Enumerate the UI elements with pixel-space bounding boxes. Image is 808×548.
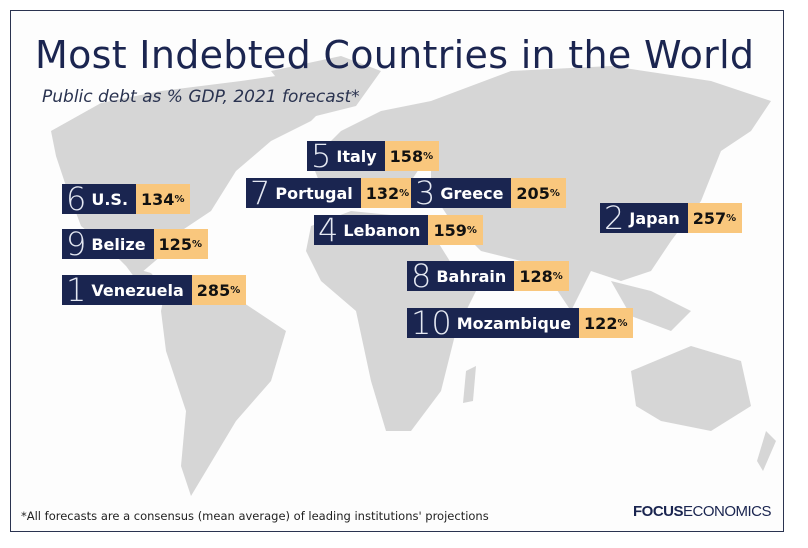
rank: 2 — [604, 199, 625, 237]
country-label-portugal: 7 Portugal 132% — [246, 174, 416, 212]
north-america — [51, 71, 341, 273]
unit: % — [466, 224, 477, 236]
country-name: Mozambique — [456, 313, 572, 333]
madagascar — [463, 366, 476, 403]
country-label-venezuela: 1 Venezuela 285% — [62, 271, 247, 309]
country-name: Belize — [91, 234, 146, 254]
rank: 7 — [250, 174, 271, 212]
south-america — [161, 281, 286, 496]
logo-bold: FOCUS — [632, 503, 684, 520]
debt-value: 134 — [141, 189, 175, 209]
country-label-belize: 9 Belize 125% — [62, 225, 208, 263]
unit: % — [230, 284, 241, 296]
australia — [631, 346, 751, 431]
country-name: Bahrain — [436, 266, 507, 286]
rank: 9 — [66, 225, 87, 263]
unit: % — [549, 187, 560, 199]
country-label-bahrain: 8 Bahrain 128% — [407, 257, 569, 295]
debt-value: 205 — [516, 183, 550, 203]
country-name: Portugal — [275, 183, 353, 203]
rank: 10 — [411, 304, 452, 342]
rank: 1 — [66, 271, 87, 309]
debt-value: 285 — [196, 280, 231, 300]
debt-value: 128 — [519, 266, 553, 286]
rank: 5 — [311, 137, 332, 175]
subtitle: Public debt as % GDP, 2021 forecast* — [42, 87, 360, 107]
unit: % — [399, 187, 410, 199]
unit: % — [617, 317, 628, 329]
country-label-mozambique: 10 Mozambique 122% — [407, 304, 634, 342]
focuseconomics-logo: FOCUSECONOMICS — [632, 503, 772, 520]
debt-value: 158 — [389, 146, 424, 166]
country-label-italy: 5 Italy 158% — [307, 137, 440, 175]
greenland — [271, 56, 381, 116]
rank: 8 — [411, 257, 432, 295]
infographic-frame: Most Indebted Countries in the World Pub… — [10, 10, 784, 532]
country-name: U.S. — [91, 189, 129, 209]
logo-light: ECONOMICS — [682, 503, 772, 520]
page-title: Most Indebted Countries in the World — [35, 33, 755, 77]
debt-value: 125 — [158, 234, 192, 254]
debt-value: 159 — [433, 220, 467, 240]
footnote: *All forecasts are a consensus (mean ave… — [21, 509, 489, 523]
country-name: Italy — [336, 146, 377, 166]
debt-value: 122 — [584, 313, 618, 333]
unit: % — [174, 193, 185, 205]
country-label-us: 6 U.S. 134% — [62, 180, 191, 218]
rank: 3 — [415, 174, 436, 212]
debt-value: 257 — [692, 208, 727, 228]
country-label-japan: 2 Japan 257% — [600, 199, 743, 237]
unit: % — [423, 150, 434, 162]
debt-value: 132 — [365, 183, 400, 203]
unit: % — [191, 238, 202, 250]
rank: 6 — [66, 180, 87, 218]
unit: % — [552, 270, 563, 282]
unit: % — [726, 212, 737, 224]
southeast-asia — [611, 281, 691, 331]
country-name: Lebanon — [343, 220, 421, 240]
new-zealand — [757, 431, 776, 471]
rank: 4 — [318, 211, 339, 249]
asia — [431, 66, 771, 311]
country-name: Greece — [440, 183, 504, 203]
country-name: Japan — [629, 208, 680, 228]
country-label-lebanon: 4 Lebanon 159% — [314, 211, 483, 249]
country-name: Venezuela — [91, 280, 184, 300]
country-label-greece: 3 Greece 205% — [411, 174, 566, 212]
